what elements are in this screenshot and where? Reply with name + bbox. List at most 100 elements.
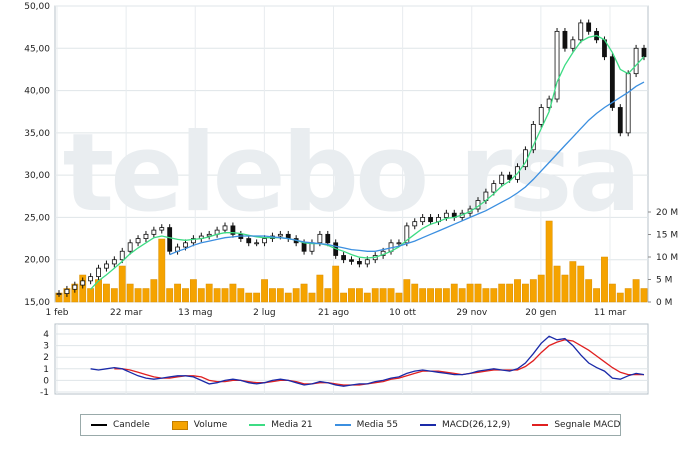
volume-bar	[284, 292, 292, 303]
candle-body	[412, 221, 418, 227]
volume-bar	[632, 279, 640, 303]
macd-grid	[55, 324, 648, 394]
volume-bar	[245, 292, 253, 303]
media-21-line	[90, 34, 645, 290]
legend-label: Media 21	[271, 420, 313, 430]
legend-label: Candele	[113, 420, 150, 430]
candle-body	[507, 174, 513, 180]
volume-bar	[205, 283, 213, 303]
candle-body	[625, 73, 631, 134]
candle-body	[341, 255, 346, 261]
volume-bar	[229, 283, 237, 303]
candle-body	[151, 229, 157, 235]
legend-swatch	[171, 420, 188, 430]
price-tick-label: 50,00	[24, 2, 50, 12]
candle-body	[72, 284, 78, 290]
volume-tick-label: 5 M	[656, 276, 672, 286]
volume-bar	[585, 279, 593, 303]
volume-bar	[110, 288, 118, 303]
candle-body	[396, 242, 402, 245]
volume-bar	[221, 288, 229, 303]
volume-bar	[324, 288, 332, 303]
volume-tick-label: 15 M	[656, 231, 678, 241]
macd-tick-label: 0	[43, 376, 49, 386]
macd-tick-label: 1	[43, 365, 49, 375]
x-axis: 1 feb 22 mar 13 mag 2 lug 21 ago 10 ott 29 nov…	[45, 308, 626, 318]
volume-bar	[474, 283, 482, 303]
macd-line	[90, 335, 645, 387]
volume-bar	[174, 283, 181, 303]
volume-bar	[316, 274, 324, 303]
volume-bar	[87, 288, 95, 303]
volume-bar	[545, 220, 553, 303]
x-tick-label: 22 mar	[110, 308, 143, 318]
volume-bar	[490, 288, 498, 303]
volume-bar	[292, 288, 300, 303]
volume-bar	[435, 288, 442, 303]
candle-body	[420, 217, 426, 223]
legend-item: Candele	[91, 420, 150, 430]
volume-bar	[608, 283, 616, 303]
macd-y-axis: -1 01 23 4	[40, 330, 49, 398]
volume-bar	[118, 265, 126, 303]
candle-body	[135, 238, 141, 244]
volume-bar	[427, 288, 434, 303]
segnale-macd-line	[114, 339, 644, 386]
legend-swatch	[532, 424, 549, 426]
volume-bar	[371, 288, 379, 303]
price-y-axis: 15,00 20,00 25,00 30,00 35,00 40,00 45,00 50,00	[24, 2, 50, 308]
volume-bar	[616, 292, 624, 303]
volume-bar	[308, 292, 316, 303]
price-tick-label: 25,00	[24, 213, 50, 223]
candle-body	[538, 107, 544, 125]
media-55-line	[169, 81, 645, 256]
candle-body	[143, 233, 149, 239]
volume-bar	[340, 292, 348, 303]
volume-bar	[411, 283, 419, 303]
volume-bar	[269, 288, 276, 303]
legend-label: Volume	[193, 420, 228, 430]
volume-bar	[158, 238, 166, 303]
price-lines	[90, 34, 645, 290]
volume-bar	[182, 288, 189, 303]
legend-label: Media 55	[356, 420, 398, 430]
candle-body	[554, 30, 560, 100]
volume-bar	[395, 292, 403, 303]
price-tick-label: 30,00	[24, 171, 50, 181]
volume-bar	[498, 283, 506, 303]
price-tick-label: 35,00	[24, 129, 50, 139]
volume-bar	[332, 265, 340, 303]
candle-body	[499, 174, 505, 184]
candle-body	[127, 242, 133, 252]
candle-body	[119, 250, 125, 261]
price-tick-label: 15,00	[24, 298, 50, 308]
volume-bar	[379, 288, 387, 303]
candle-body	[183, 242, 188, 248]
candle-body	[443, 212, 449, 218]
candle-body	[159, 227, 165, 231]
x-tick-label: 29 nov	[456, 308, 488, 318]
candle-body	[562, 30, 568, 49]
volume-bar	[253, 292, 261, 303]
candle-body	[277, 233, 283, 237]
candle-body	[586, 22, 592, 32]
volume-tick-label: 0 M	[656, 298, 672, 308]
candle-body	[167, 227, 173, 252]
legend-swatch	[334, 424, 351, 426]
volume-bar	[387, 288, 395, 303]
volume-bars	[55, 220, 648, 303]
candle-body	[530, 124, 536, 151]
x-tick-label: 2 lug	[253, 308, 276, 318]
legend-item: MACD(26,12,9)	[419, 420, 510, 430]
volume-bar	[466, 283, 474, 303]
volume-tick-label: 10 M	[656, 253, 678, 263]
volume-bar	[577, 265, 585, 303]
macd-tick-label: 4	[43, 330, 49, 340]
volume-tick-label: 20 M	[656, 208, 678, 218]
volume-bar	[189, 279, 197, 303]
macd-tick-label: 3	[43, 342, 49, 352]
candle-body	[570, 39, 576, 49]
price-tick-label: 45,00	[24, 44, 50, 54]
candle-body	[246, 238, 252, 244]
